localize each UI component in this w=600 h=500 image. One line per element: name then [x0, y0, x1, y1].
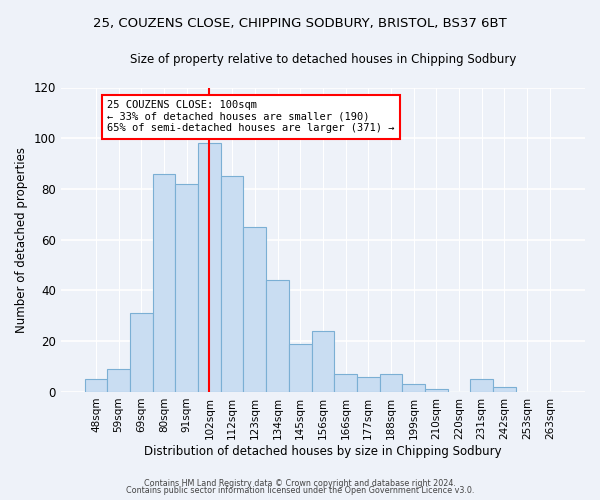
Text: Contains public sector information licensed under the Open Government Licence v3: Contains public sector information licen… [126, 486, 474, 495]
Bar [266, 280, 289, 392]
Bar [107, 369, 130, 392]
Bar [175, 184, 198, 392]
Bar [244, 227, 266, 392]
Bar [493, 387, 516, 392]
Bar [152, 174, 175, 392]
Bar [425, 390, 448, 392]
Bar [198, 144, 221, 392]
Bar [470, 380, 493, 392]
Bar [85, 380, 107, 392]
Text: Contains HM Land Registry data © Crown copyright and database right 2024.: Contains HM Land Registry data © Crown c… [144, 478, 456, 488]
Bar [334, 374, 357, 392]
Bar [130, 314, 152, 392]
Bar [221, 176, 244, 392]
Bar [380, 374, 403, 392]
Text: 25 COUZENS CLOSE: 100sqm
← 33% of detached houses are smaller (190)
65% of semi-: 25 COUZENS CLOSE: 100sqm ← 33% of detach… [107, 100, 395, 134]
Bar [357, 376, 380, 392]
Bar [403, 384, 425, 392]
Text: 25, COUZENS CLOSE, CHIPPING SODBURY, BRISTOL, BS37 6BT: 25, COUZENS CLOSE, CHIPPING SODBURY, BRI… [93, 18, 507, 30]
Bar [289, 344, 311, 392]
Bar [311, 331, 334, 392]
X-axis label: Distribution of detached houses by size in Chipping Sodbury: Distribution of detached houses by size … [144, 444, 502, 458]
Y-axis label: Number of detached properties: Number of detached properties [15, 146, 28, 332]
Title: Size of property relative to detached houses in Chipping Sodbury: Size of property relative to detached ho… [130, 52, 516, 66]
